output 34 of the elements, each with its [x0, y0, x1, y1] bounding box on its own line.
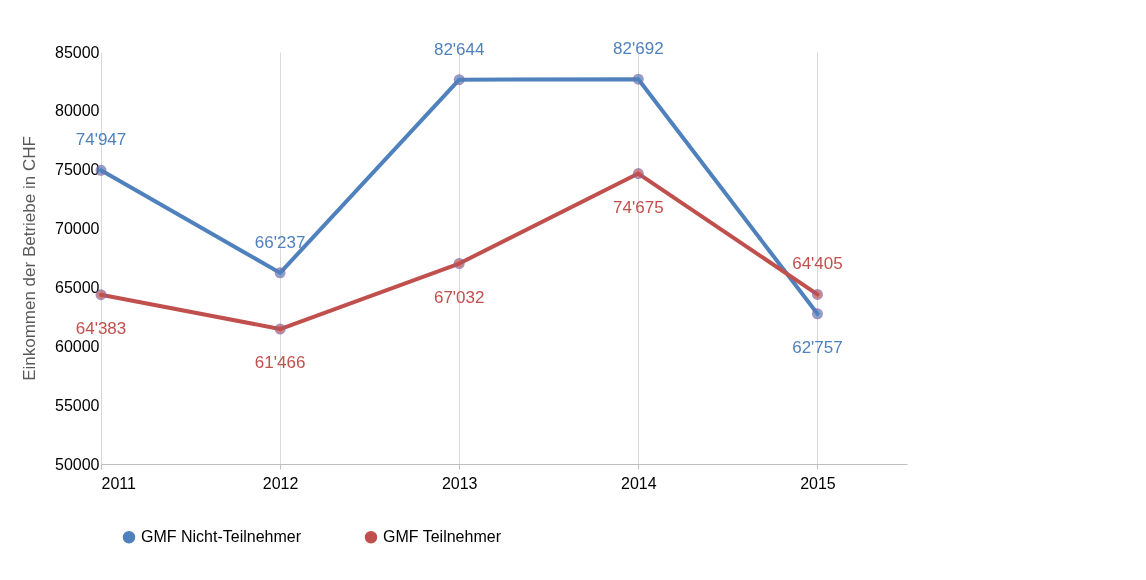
- data-label: 74'675: [613, 197, 664, 217]
- y-tick-label: 55000: [55, 396, 100, 414]
- point: [632, 73, 644, 85]
- data-label: 61'466: [254, 353, 306, 373]
- data-label: 82'644: [433, 39, 485, 59]
- point: [453, 74, 465, 86]
- point: [274, 323, 286, 335]
- point: [811, 308, 823, 320]
- y-tick-label: 50000: [55, 455, 100, 473]
- y-axis-title: Einkommen der Betriebe in CHF: [20, 136, 40, 381]
- x-tick-label: 2012: [262, 474, 299, 492]
- x-tick-label: 2014: [621, 474, 657, 492]
- point: [453, 258, 465, 269]
- y-tick-label: 65000: [55, 278, 100, 296]
- x-tick-label: 2015: [800, 474, 836, 492]
- data-label: 64'405: [792, 254, 843, 274]
- data-label: 64'383: [75, 318, 127, 338]
- data-label: 82'692: [613, 39, 664, 59]
- data-label: 74'947: [75, 130, 127, 150]
- y-tick-label: 80000: [55, 102, 100, 120]
- y-tick-label: 85000: [55, 43, 100, 61]
- data-label: 66'237: [254, 232, 306, 252]
- point: [274, 267, 286, 279]
- data-label: 62'757: [792, 337, 843, 357]
- point: [811, 288, 823, 300]
- legend-label: GMF Nicht-Teilnehmer: [141, 528, 302, 546]
- x-tick-label: 2013: [441, 474, 478, 492]
- y-tick-label: 75000: [55, 161, 100, 179]
- data-label: 67'032: [433, 287, 485, 307]
- y-tick-label: 60000: [55, 337, 100, 355]
- legend-label: GMF Teilnehmer: [383, 528, 502, 546]
- x-tick-label: 2011: [101, 474, 137, 492]
- point: [632, 168, 644, 180]
- y-tick-label: 70000: [55, 220, 100, 238]
